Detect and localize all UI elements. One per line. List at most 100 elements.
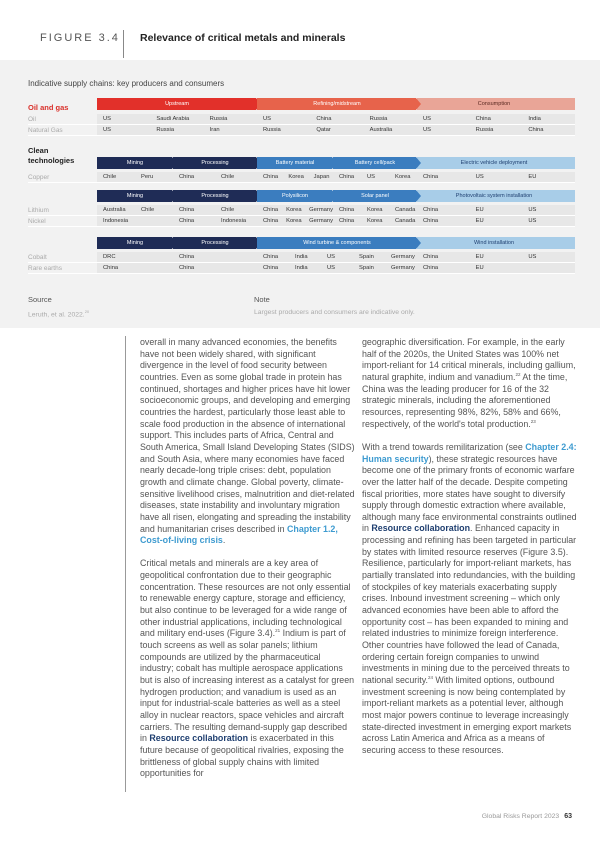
figure-subtitle: Indicative supply chains: key producers … (28, 79, 225, 88)
stage-cell-group: Australia Chile (97, 205, 173, 215)
stage-band: Upstream Refining/midstream Consumption (97, 98, 575, 110)
chapter-link[interactable]: Resource collaboration (149, 733, 249, 744)
body-column-right: geographic diversification. For example,… (362, 337, 580, 768)
country-cell: Chile (221, 174, 235, 180)
stage-consumption: Consumption (417, 98, 575, 110)
paragraph: With a trend towards remilitarization (s… (362, 442, 580, 757)
text-run: . Enhanced capacity in processing and re… (362, 523, 577, 686)
country-cell: Indonesia (221, 218, 247, 224)
source-text: Leruth, et al. 2022.20 (28, 309, 90, 319)
report-name: Global Risks Report 2023 (481, 813, 560, 820)
country-cell: DRC (103, 254, 116, 260)
country-cell: US (528, 254, 537, 260)
margin-rule (125, 336, 126, 792)
country-cell: US (528, 207, 537, 213)
country-cell: US (528, 218, 537, 224)
country-cell: China (103, 265, 119, 271)
chapter-link[interactable]: Resource collaboration (371, 523, 471, 534)
row-label: Copper (28, 174, 50, 181)
stage-mining: Mining (97, 237, 177, 249)
country-cell: China (423, 265, 439, 271)
stage-cell-group: China Korea Canada (333, 205, 417, 215)
note-heading: Note (254, 295, 270, 304)
country-cell: China (263, 207, 279, 213)
country-cell: China (263, 265, 279, 271)
country-cell: Spain (359, 254, 374, 260)
stage-cell-group: China EU US (417, 252, 575, 262)
country-cell: China (475, 116, 491, 122)
text-run: . (222, 535, 226, 546)
country-cell: Iran (209, 127, 220, 133)
country-cell: Russia (263, 127, 281, 133)
country-cell: India (295, 254, 308, 260)
country-cell: China (423, 218, 439, 224)
country-cell: Chile (221, 207, 235, 213)
stage-refining-midstream: Refining/midstream (257, 98, 421, 110)
country-cell: Russia (369, 116, 388, 122)
figure-label: FIGURE 3.4 (40, 32, 120, 44)
table-row: Lithium Australia Chile China Chile China Kore… (28, 205, 575, 216)
chapter-link[interactable]: Chapter 2.4: Human security (362, 441, 577, 464)
stage-processing: Processing (173, 190, 261, 202)
footnote-ref[interactable]: 24 (427, 675, 433, 681)
row-label: Lithium (28, 207, 49, 214)
country-cell: EU (475, 207, 484, 213)
figure-title: Relevance of critical metals and mineral… (140, 32, 346, 44)
stage-cell-group: China India US Spain Germany (257, 263, 417, 273)
country-cell: China (423, 207, 439, 213)
country-cell: US (327, 254, 336, 260)
section-label: Clean technologies (28, 146, 75, 165)
country-cell: US (475, 174, 484, 180)
country-cell: Germany (309, 218, 333, 224)
country-cell: EU (475, 254, 484, 260)
stage-cell-group: China Indonesia (173, 216, 257, 226)
stage-cell-group: US Russia Iran (97, 125, 257, 135)
country-cell: EU (528, 174, 537, 180)
country-cell: Germany (391, 254, 415, 260)
country-cell: US (103, 127, 112, 133)
country-cell: Germany (309, 207, 333, 213)
country-cell: China (316, 116, 332, 122)
page-number: 63 (564, 813, 572, 820)
country-cell: China (263, 174, 279, 180)
stage-processing: Processing (173, 157, 261, 169)
row-label: Natural Gas (28, 127, 63, 134)
chapter-link[interactable]: Chapter 1.2, Cost-of-living crisis (140, 523, 338, 546)
country-cell: Australia (103, 207, 126, 213)
stage-cell-group: China India US Spain Germany (257, 252, 417, 262)
country-cell: China (339, 218, 355, 224)
stage-cell-group: Indonesia (97, 216, 173, 226)
section-label: Oil and gas (28, 103, 69, 112)
stage-solar-panel: Solar panel (333, 190, 421, 202)
country-cell: China (263, 254, 279, 260)
table-row: Oil US Saudi Arabia Russia US China Russia US Ch… (28, 114, 575, 125)
country-cell: China (339, 207, 355, 213)
stage-cell-group: DRC (97, 252, 173, 262)
country-cell: Canada (395, 218, 416, 224)
stage-cell-group: US China India (417, 114, 575, 124)
country-cell: Saudi Arabia (156, 116, 190, 122)
stage-battery-cell-pack: Battery cell/pack (333, 157, 421, 169)
row-label: Rare earths (28, 265, 62, 272)
country-cell: India (528, 116, 541, 122)
country-cell: US (423, 127, 432, 133)
stage-cell-group: China (97, 263, 173, 273)
country-cell: Peru (141, 174, 154, 180)
stage-upstream: Upstream (97, 98, 261, 110)
country-cell: Korea (286, 218, 302, 224)
country-cell: US (103, 116, 112, 122)
country-cell: China (179, 218, 195, 224)
country-cell: India (295, 265, 308, 271)
footnote-ref: 20 (84, 309, 90, 314)
footnote-ref[interactable]: 22 (515, 372, 521, 377)
stage-cell-group: China EU (417, 263, 575, 273)
country-cell: China (423, 254, 439, 260)
divider (123, 30, 124, 58)
stage-cell-group: China Korea Canada (333, 216, 417, 226)
stage-cell-group: Russia Qatar Australia (257, 125, 417, 135)
footnote-ref[interactable]: 23 (530, 418, 536, 424)
stage-wind-installation: Wind installation (417, 237, 575, 249)
footnote-ref[interactable]: 21 (275, 628, 281, 634)
stage-cell-group: US Saudi Arabia Russia (97, 114, 257, 124)
stage-mining: Mining (97, 157, 177, 169)
